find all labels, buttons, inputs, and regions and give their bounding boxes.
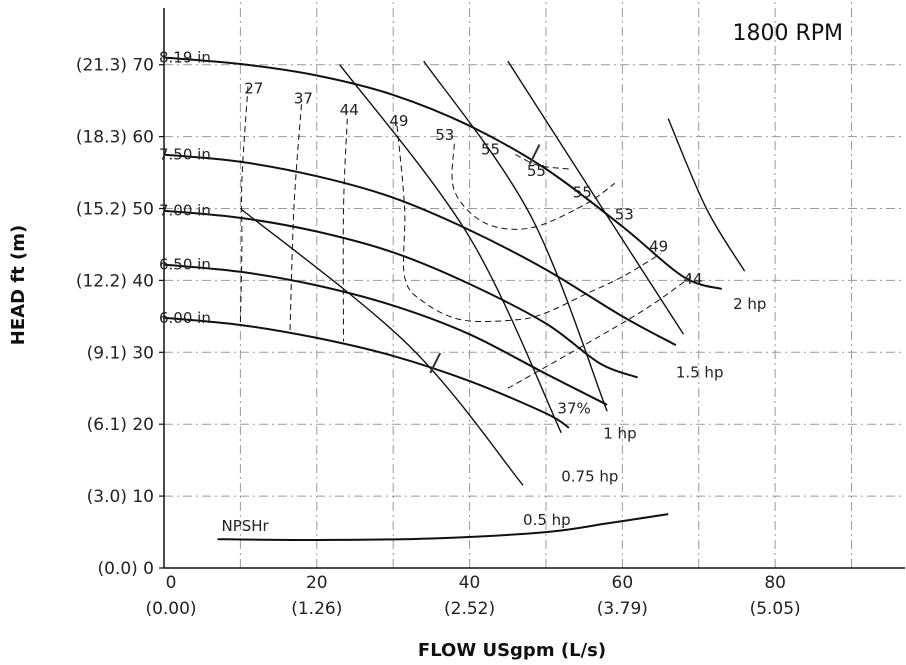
y-tick-label: (0.0) 0 xyxy=(97,559,154,579)
efficiency-line xyxy=(515,154,569,170)
efficiency-label: 27 xyxy=(244,79,263,97)
power-label: 0.5 hp xyxy=(523,511,571,529)
efficiency-contours xyxy=(239,86,692,389)
impeller-curve xyxy=(163,209,638,379)
x-tick-label: 80 xyxy=(764,573,786,593)
efficiency-label: 55 xyxy=(573,184,592,202)
efficiency-line xyxy=(289,104,302,331)
power-curves xyxy=(239,60,746,486)
efficiency-label: 37% xyxy=(557,399,590,417)
power-curve xyxy=(667,118,746,272)
efficiency-line xyxy=(239,86,249,324)
y-tick-label: (18.3) 60 xyxy=(76,128,154,148)
efficiency-label: 44 xyxy=(340,101,359,119)
efficiency-label: 37 xyxy=(294,90,313,108)
y-tick-label: (6.1) 20 xyxy=(87,415,154,435)
y-axis-title: HEAD ft (m) xyxy=(8,225,29,345)
y-tick-label: (15.2) 50 xyxy=(76,200,154,220)
power-label: 0.75 hp xyxy=(561,468,618,486)
y-tick-label: (9.1) 30 xyxy=(87,343,154,363)
npshr-curve xyxy=(217,513,669,542)
labels-layer: 27 37 44 49 53 55 55 55 53 49 44 37% 0.5 hp 0.75 hp 1 … xyxy=(159,49,766,536)
impeller-curve xyxy=(163,316,570,429)
efficiency-label: 55 xyxy=(481,141,500,159)
efficiency-label: 49 xyxy=(389,112,408,130)
impeller-curve xyxy=(163,263,608,406)
efficiency-line xyxy=(451,143,615,230)
impeller-label: 8.19 in xyxy=(159,49,211,67)
x-axis-title: FLOW USgpm (L/s) xyxy=(418,640,606,661)
x-tick-label: 60 xyxy=(612,573,634,593)
rpm-label: 1800 RPM xyxy=(732,21,843,46)
y-tick-label: (12.2) 40 xyxy=(76,271,154,291)
bep-marker xyxy=(429,352,442,374)
power-label: 2 hp xyxy=(733,295,766,313)
impeller-curves xyxy=(163,56,722,542)
efficiency-label: 53 xyxy=(615,205,634,223)
power-curve xyxy=(507,60,685,335)
x-tick-label: 40 xyxy=(459,573,481,593)
bep-marker xyxy=(528,144,541,166)
x-tick-sublabel: (1.26) xyxy=(291,599,342,619)
power-label: 1 hp xyxy=(603,425,636,443)
power-label: 1.5 hp xyxy=(676,363,724,381)
efficiency-label: 55 xyxy=(527,162,546,180)
y-tick-label: (3.0) 10 xyxy=(87,487,154,507)
power-curve xyxy=(339,64,562,434)
x-tick-sublabel: (2.52) xyxy=(444,599,495,619)
efficiency-label: 44 xyxy=(683,270,702,288)
efficiency-line xyxy=(507,276,692,389)
x-tick-label: 0 xyxy=(166,573,177,593)
power-curve xyxy=(423,60,608,412)
efficiency-label: 53 xyxy=(435,126,454,144)
axes-layer: (0.0) 0 (3.0) 10 (6.1) 20 (9.1) 30 (12.2) 40… xyxy=(76,8,905,619)
impeller-label: 6.00 in xyxy=(159,309,211,327)
power-curve xyxy=(239,207,524,486)
impeller-label: 7.00 in xyxy=(159,202,211,220)
x-tick-sublabel: (3.79) xyxy=(597,599,648,619)
impeller-curve xyxy=(163,153,677,346)
impeller-curve xyxy=(163,56,722,290)
impeller-label: 7.50 in xyxy=(159,146,211,164)
y-tick-label: (21.3) 70 xyxy=(76,56,154,76)
npshr-label: NPSHr xyxy=(221,517,269,535)
x-tick-label: 20 xyxy=(306,573,328,593)
efficiency-line xyxy=(342,118,348,342)
x-tick-sublabel: (5.05) xyxy=(750,599,801,619)
impeller-label: 6.50 in xyxy=(159,256,211,274)
efficiency-label: 49 xyxy=(649,238,668,256)
x-tick-sublabel: (0.00) xyxy=(145,599,196,619)
grid-layer xyxy=(164,0,905,568)
efficiency-line xyxy=(396,125,661,323)
